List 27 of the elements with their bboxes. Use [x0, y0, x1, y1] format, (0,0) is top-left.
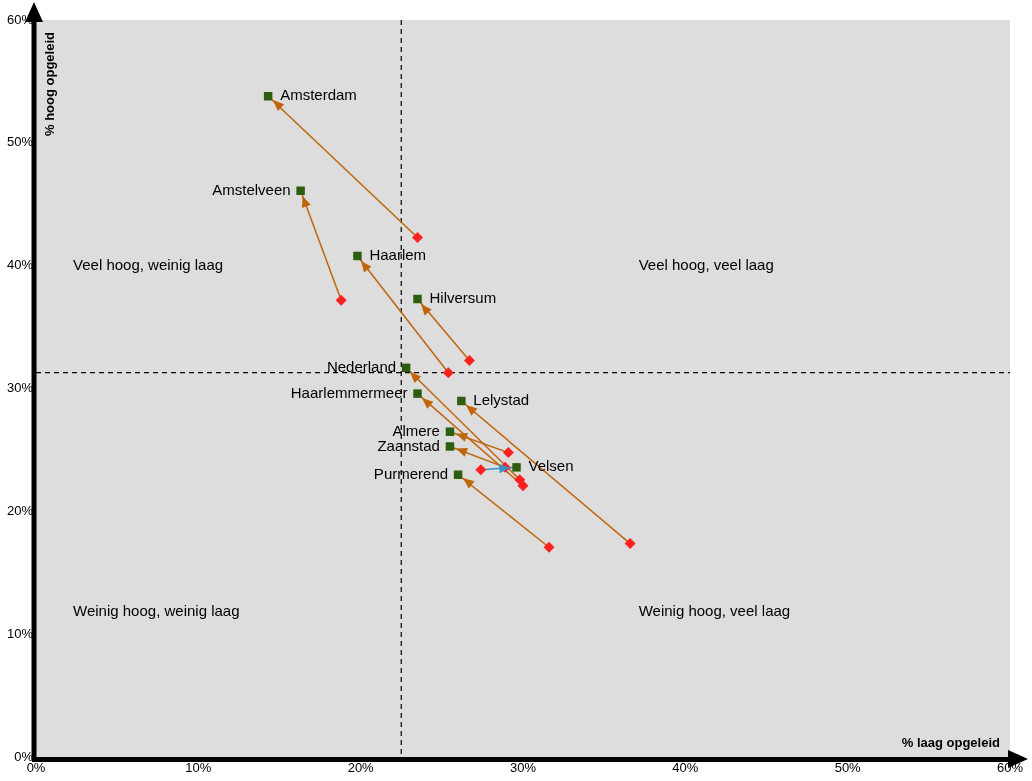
y-tick-label: 40% [6, 257, 34, 273]
annotation: Purmerend [373, 464, 449, 482]
annotation: Veel hoog, veel laag [638, 255, 774, 273]
y-axis-title: % hoog opgeleid [42, 31, 58, 136]
x-tick-label: 10% [185, 759, 212, 775]
y-tick-label: 20% [6, 503, 34, 519]
annotation: Haarlemmermeer [290, 383, 408, 401]
annotation: Lelystad [473, 391, 530, 409]
y-tick-label: 0% [14, 748, 34, 764]
annotation: Veel hoog, weinig laag [73, 255, 224, 273]
annotation: Almere [392, 421, 440, 439]
x-tick-label: 30% [509, 759, 537, 775]
annotation: Weinig hoog, weinig laag [73, 602, 240, 620]
y-tick-label: 10% [6, 626, 34, 642]
annotation: Hilversum [429, 289, 497, 307]
x-tick-label: 20% [347, 759, 375, 775]
x-tick-label: 40% [672, 759, 699, 775]
annotation: Nederland [326, 357, 397, 375]
y-tick-label: 30% [6, 380, 34, 396]
annotation: Amsterdam [280, 86, 357, 104]
annotation: Amstelveen [212, 180, 291, 198]
x-tick-label: 50% [834, 759, 862, 775]
annotation: Zaanstad [377, 436, 440, 454]
y-tick-label: 50% [6, 134, 34, 150]
annotation: Weinig hoog, veel laag [638, 602, 791, 620]
annotation: Haarlem [369, 246, 427, 264]
x-axis-title: % laag opgeleid [901, 735, 1001, 751]
